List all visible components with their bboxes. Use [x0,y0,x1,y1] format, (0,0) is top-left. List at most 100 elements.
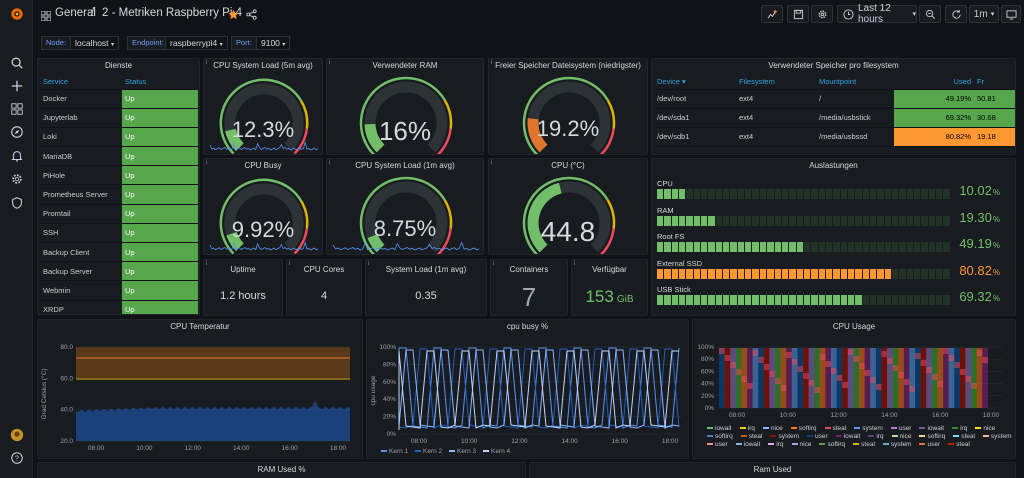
panel-stat-3[interactable]: Containers i 7 [490,259,568,316]
refresh-interval-picker[interactable]: 1m ▾ [969,5,999,23]
gear-icon[interactable] [9,171,24,186]
cpu-busy-chart[interactable]: 100% 80% 60% 40% 20% 0% 08:00 10:00 12:00 14:00 16… [367,320,689,459]
save-button[interactable] [787,5,809,23]
panel-gauge-5[interactable]: CPU (°C) i 44.8 [488,158,648,255]
legend-item[interactable]: system [982,433,1012,440]
cpu-temp-chart[interactable]: 80.0 60.0 40.0 20.0 08:00 10:00 12:00 14:00 16:0… [38,320,363,459]
panel-cpu-busy[interactable]: cpu busy % 100% 80% 60% 40% 20% 0% 08:00 10:00 1… [366,319,689,459]
legend-item[interactable]: iowait [835,433,860,440]
legend-item[interactable]: softirq [707,433,733,440]
column-header-filesystem[interactable]: Filesystem [736,75,816,90]
legend-item[interactable]: irq [768,441,784,448]
panel-cpu-usage[interactable]: CPU Usage 100% 80% 60% 40% 20% 0% 08:00 10:00 12… [692,319,1016,459]
info-icon[interactable]: i [491,60,493,66]
legend-item[interactable]: steal [953,433,975,440]
settings-button[interactable] [811,5,833,23]
legend-item[interactable]: softirq [919,433,945,440]
panel-dienste[interactable]: Dienste Service Status Docker Up Jupyterla… [37,58,200,315]
tv-mode-button[interactable] [1001,5,1021,23]
search-icon[interactable] [9,55,24,70]
legend-item[interactable]: steal [948,441,970,448]
legend-item[interactable]: iowait [919,425,944,432]
legend-item[interactable]: irq [952,425,967,432]
legend-item[interactable]: Kern 3 [457,448,477,455]
zoom-out-button[interactable] [919,5,941,23]
legend-item[interactable]: system [854,425,883,432]
column-header-service[interactable]: Service [40,75,122,90]
panel-stat-0[interactable]: Uptime i 1.2 hours [203,259,283,316]
legend-item[interactable]: iowait [735,441,760,448]
panel-ram-used[interactable]: Ram Used [529,462,1016,478]
legend-item[interactable]: irq [739,425,755,432]
info-icon[interactable]: i [491,160,493,166]
share-icon[interactable] [246,7,257,20]
breadcrumb-folder[interactable]: General [55,7,96,19]
legend-item[interactable]: Kern 4 [491,448,511,455]
panel-stat-4[interactable]: Verfügbar i 153 GiB [571,259,648,316]
stack-segment [982,357,988,363]
info-icon[interactable]: i [574,261,576,267]
legend-item[interactable]: irq [868,433,884,440]
panel-stat-2[interactable]: System Load (1m avg) i 0.35 [365,259,487,316]
panel-filesystem[interactable]: Verwendeter Speicher pro filesystem Devi… [651,58,1016,155]
info-icon[interactable]: i [329,160,331,166]
legend-item[interactable]: steal [853,441,875,448]
panel-auslastungen[interactable]: Auslastungen CPU 10.02% RAM 19.30% Root FS 49… [651,158,1016,316]
panel-cpu-temperatur[interactable]: CPU Temperatur 80.0 60.0 40.0 20.0 08:00 10:0… [37,319,363,459]
legend-item[interactable]: steal [824,425,846,432]
column-header-device[interactable]: Device ▾ [654,75,736,90]
panel-gauge-2[interactable]: Freier Speicher Dateisystem (niedrigster… [488,58,648,155]
cpu-usage-chart[interactable]: 100% 80% 60% 40% 20% 0% 08:00 10:00 12:00 14:00 16… [693,320,1016,430]
legend-item[interactable]: softirq [790,425,817,432]
legend-item[interactable]: nice [891,433,911,440]
legend-item[interactable]: softirq [819,441,845,448]
panel-gauge-3[interactable]: CPU Busy i 9.92% [203,158,323,255]
panel-gauge-4[interactable]: CPU System Load (1m avg) i 8.75% [326,158,484,255]
column-header-used[interactable]: Used [894,75,974,90]
dashboards-icon[interactable] [9,101,24,116]
legend-item[interactable]: user [707,441,728,448]
legend-item[interactable]: user [919,441,940,448]
info-icon[interactable]: i [368,261,370,267]
page-title[interactable]: 2 - Metriken Raspberry Pi 4 [102,7,242,19]
shield-icon[interactable] [9,195,24,210]
add-panel-button[interactable] [761,5,783,23]
panel-ram-used-pct[interactable]: RAM Used % [37,462,526,478]
variable-select-port[interactable]: 9100 ▾ [256,36,291,50]
avatar[interactable] [9,427,24,442]
panel-gauge-0[interactable]: CPU System Load (5m avg) i 12.3% [203,58,323,155]
legend-item[interactable]: system [882,441,911,448]
info-icon[interactable]: i [329,60,331,66]
variable-select-endpoint[interactable]: raspberrypi4 ▾ [165,36,228,50]
refresh-button[interactable] [945,5,967,23]
legend-item[interactable]: steal [740,433,762,440]
legend-item[interactable]: user [890,425,911,432]
legend-item[interactable]: nice [791,441,811,448]
column-header-mountpoint[interactable]: Mountpoint [816,75,894,90]
time-range-picker[interactable]: Last 12 hours ▾ [837,3,917,25]
legend-item[interactable]: nice [762,425,783,432]
info-icon[interactable]: i [289,261,291,267]
variable-select-node[interactable]: localhost ▾ [70,36,119,50]
info-icon[interactable]: i [206,60,208,66]
info-icon[interactable]: i [493,261,495,267]
panel-gauge-1[interactable]: Verwendeter RAM i 16% [326,58,484,155]
column-header-free[interactable]: Fr [974,75,1015,90]
alerting-bell-icon[interactable] [9,148,24,163]
column-header-status[interactable]: Status [122,75,198,90]
legend-item[interactable]: Kern 2 [423,448,443,455]
help-icon[interactable]: ? [9,450,24,465]
panel-stat-1[interactable]: CPU Cores i 4 [286,259,362,316]
legend-item[interactable]: system [770,433,799,440]
legend-item[interactable]: Kern 1 [389,448,409,455]
info-icon[interactable]: i [206,261,208,267]
star-icon[interactable] [228,7,239,20]
plus-icon[interactable] [9,78,24,93]
grafana-logo-icon[interactable] [9,6,24,21]
info-icon[interactable]: i [206,160,208,166]
bar-value-unit: % [992,214,1000,224]
legend-item[interactable]: nice [975,425,995,432]
explore-icon[interactable] [9,124,24,139]
legend-item[interactable]: user [807,433,828,440]
legend-item[interactable]: iowait [707,425,732,432]
